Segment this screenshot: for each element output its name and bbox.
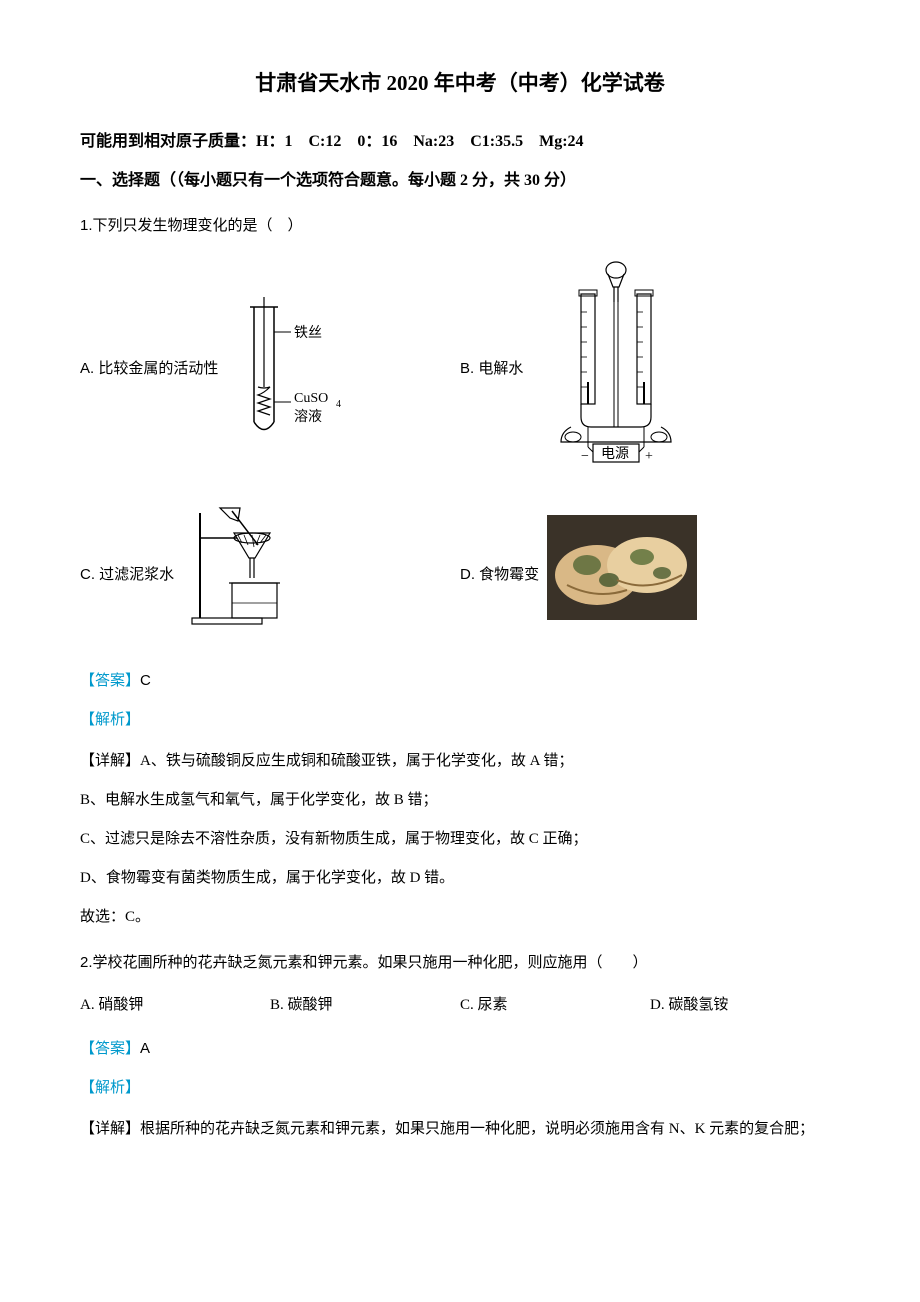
q2-option-b: B. 碳酸钾 bbox=[270, 989, 460, 1022]
q1-answer: 【答案】C bbox=[80, 664, 840, 698]
cuso4-label: CuSO bbox=[294, 391, 328, 406]
minus-label: − bbox=[581, 449, 589, 464]
q1-options-row-1: A. 比较金属的活动性 铁丝 CuSO 4 溶液 bbox=[80, 252, 840, 485]
plus-label: + bbox=[645, 449, 653, 464]
q2-detail: 【详解】根据所种的花卉缺乏氮元素和钾元素，如果只施用一种化肥，说明必须施用含有 … bbox=[80, 1113, 840, 1146]
q1-answer-prefix: 【答案】 bbox=[80, 673, 140, 689]
q1-stem: 1.下列只发生物理变化的是（ ） bbox=[80, 209, 840, 242]
q1-analysis-label: 【解析】 bbox=[80, 704, 840, 737]
q2-option-c: C. 尿素 bbox=[460, 989, 650, 1022]
q2-analysis-label: 【解析】 bbox=[80, 1072, 840, 1105]
q2-answer-prefix: 【答案】 bbox=[80, 1041, 140, 1057]
q2-answer: 【答案】A bbox=[80, 1032, 840, 1066]
section-1-title: 一、选择题（（每小题只有一个选项符合题意。每小题 2 分，共 30 分） bbox=[80, 163, 840, 198]
q1-detail-b: B、电解水生成氢气和氧气，属于化学变化，故 B 错； bbox=[80, 784, 840, 817]
q1-options-row-2: C. 过滤泥浆水 bbox=[80, 503, 840, 646]
q1-answer-value: C bbox=[140, 672, 151, 689]
q1-detail-d: D、食物霉变有菌类物质生成，属于化学变化，故 D 错。 bbox=[80, 862, 840, 895]
q1-detail-a: 【详解】A、铁与硫酸铜反应生成铜和硫酸亚铁，属于化学变化，故 A 错； bbox=[80, 745, 840, 778]
atomic-mass-info: 可能用到相对原子质量：H：1 C:12 0：16 Na:23 C1:35.5 M… bbox=[80, 124, 840, 159]
q2-option-a: A. 硝酸钾 bbox=[80, 989, 270, 1022]
q1-option-b-label: B. 电解水 bbox=[460, 352, 523, 385]
q2-stem: 2.学校花圃所种的花卉缺乏氮元素和钾元素。如果只施用一种化肥，则应施用（ ） bbox=[80, 946, 840, 979]
q1-option-a-image: 铁丝 CuSO 4 溶液 bbox=[226, 277, 356, 460]
q1-option-b-image: 电源 − + bbox=[531, 252, 701, 485]
q1-option-d-label: D. 食物霉变 bbox=[460, 558, 539, 591]
q2-option-d: D. 碳酸氢铵 bbox=[650, 989, 840, 1022]
exam-title: 甘肃省天水市 2020 年中考（中考）化学试卷 bbox=[80, 60, 840, 106]
q1-conclusion: 故选：C。 bbox=[80, 901, 840, 934]
cuso4-sub: 4 bbox=[336, 399, 341, 410]
solution-label: 溶液 bbox=[294, 409, 322, 425]
wire-label: 铁丝 bbox=[294, 325, 322, 341]
q1-detail-c: C、过滤只是除去不溶性杂质，没有新物质生成，属于物理变化，故 C 正确； bbox=[80, 823, 840, 856]
q1-option-d-image bbox=[547, 515, 697, 633]
q2-options: A. 硝酸钾 B. 碳酸钾 C. 尿素 D. 碳酸氢铵 bbox=[80, 989, 840, 1022]
q2-answer-value: A bbox=[140, 1040, 150, 1057]
power-label: 电源 bbox=[601, 446, 629, 462]
q1-option-c-label: C. 过滤泥浆水 bbox=[80, 558, 174, 591]
q1-option-a-label: A. 比较金属的活动性 bbox=[80, 352, 218, 385]
q1-option-c-image bbox=[182, 503, 322, 646]
